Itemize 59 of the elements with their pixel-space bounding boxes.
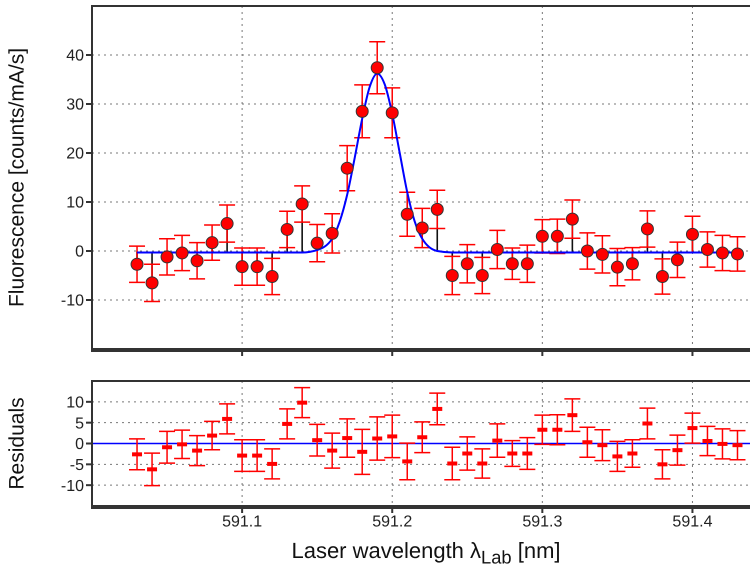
- point: [626, 257, 639, 270]
- y-axis-title: Fluorescence [counts/mA/s]: [5, 48, 28, 308]
- point: [580, 244, 594, 258]
- point: [536, 230, 549, 243]
- y-tick-label: 5: [75, 415, 84, 432]
- point: [296, 197, 309, 210]
- point: [266, 270, 279, 283]
- point: [416, 221, 429, 234]
- y-tick-label: -5: [70, 457, 84, 474]
- y-tick-label: 0: [75, 436, 84, 454]
- point: [640, 222, 654, 236]
- point: [386, 106, 399, 120]
- point: [670, 253, 684, 266]
- y-tick-label: 0: [75, 244, 84, 261]
- point: [716, 246, 729, 260]
- x-tick-label: 591.3: [522, 513, 562, 530]
- point: [130, 258, 144, 271]
- point: [730, 247, 744, 260]
- point: [146, 276, 159, 290]
- y-tick-label: 30: [66, 96, 84, 114]
- point: [506, 257, 519, 270]
- y-tick-label: 10: [66, 394, 84, 412]
- point: [566, 212, 579, 226]
- point: [550, 230, 564, 243]
- x-axis-title: Laser wavelength λ$_{Lab}$ [nm]: [290, 538, 562, 568]
- point: [460, 257, 474, 270]
- point: [340, 162, 354, 175]
- point: [490, 243, 504, 256]
- point: [520, 257, 534, 270]
- point: [400, 208, 414, 221]
- point: [176, 246, 189, 260]
- x-tick-label: 591.2: [372, 513, 412, 530]
- y-tick-label: -10: [60, 292, 84, 310]
- point: [356, 104, 369, 118]
- point: [656, 270, 669, 283]
- point: [430, 202, 444, 216]
- point: [326, 226, 339, 240]
- point: [310, 236, 324, 250]
- point: [476, 269, 489, 282]
- point: [160, 250, 174, 264]
- y-tick-label: 20: [66, 146, 84, 163]
- point: [596, 248, 609, 261]
- y-tick-label: 10: [66, 194, 84, 212]
- point: [446, 269, 459, 282]
- point: [190, 254, 204, 268]
- x-tick-label: 591.4: [672, 513, 713, 530]
- y-tick-label: 40: [66, 48, 84, 65]
- y-tick-label: -10: [60, 478, 84, 495]
- point: [700, 243, 714, 256]
- point: [686, 228, 699, 241]
- x-tick-label: 591.1: [222, 513, 262, 530]
- point: [206, 236, 219, 250]
- point: [280, 222, 294, 236]
- point: [610, 260, 624, 274]
- point: [220, 217, 234, 230]
- y-axis-title: Residuals: [5, 397, 28, 490]
- point: [236, 260, 249, 274]
- point: [250, 260, 264, 274]
- point: [370, 61, 384, 74]
